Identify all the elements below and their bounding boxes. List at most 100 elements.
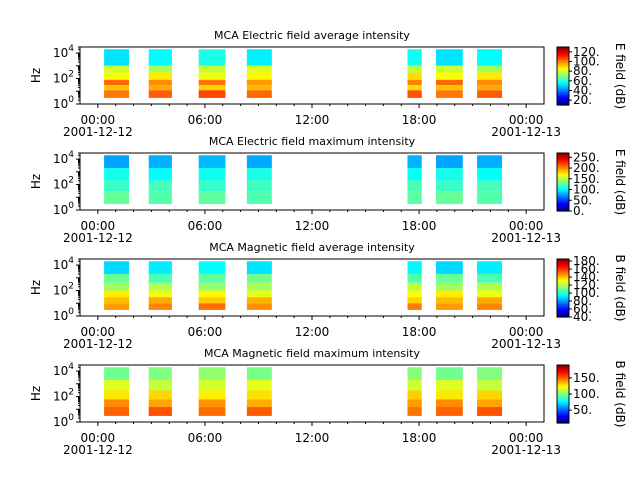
colorbar-segment xyxy=(557,60,569,63)
spectrogram-cell xyxy=(477,297,503,304)
colorbar-segment xyxy=(557,286,569,289)
colorbar-segment xyxy=(557,62,569,65)
spectrogram-cell xyxy=(246,85,272,91)
spectrogram-cell xyxy=(477,191,503,204)
colorbar-segment xyxy=(557,279,569,282)
x-tick-label: 12:00 xyxy=(295,431,330,445)
y-tick-label: 102 xyxy=(53,70,74,86)
spectrogram-cell xyxy=(477,180,503,192)
data-block xyxy=(246,155,272,204)
spectrogram-cell xyxy=(436,79,463,86)
spectrogram-cell xyxy=(407,72,422,80)
y-axis: 100 102 104 Hz xyxy=(29,362,80,429)
spectrogram-cell xyxy=(246,191,272,204)
spectrogram-cell xyxy=(104,85,130,91)
x-tick-label: 00:00 xyxy=(509,113,544,127)
spectrogram-cell xyxy=(436,399,463,408)
spectrogram-cell xyxy=(148,79,172,86)
spectrogram-cell xyxy=(477,261,503,274)
data-block xyxy=(104,155,130,204)
colorbar-tick-label: 100. xyxy=(573,183,600,197)
colorbar-segment xyxy=(557,74,569,77)
colorbar-frame xyxy=(556,152,570,212)
spectrogram-cell xyxy=(198,65,226,73)
colorbar-segment xyxy=(557,394,569,397)
colorbar-segment xyxy=(557,202,569,205)
colorbar-segment xyxy=(557,160,569,163)
colorbar-segment xyxy=(557,97,569,100)
data-block xyxy=(198,155,226,204)
data-block xyxy=(104,49,130,98)
colorbar-segment xyxy=(557,283,569,286)
colorbar-segment xyxy=(557,61,569,64)
spectrogram-cell xyxy=(104,90,130,98)
colorbar-segment xyxy=(557,402,569,405)
spectrogram-cell xyxy=(148,297,172,304)
x-date-label: 2001-12-13 xyxy=(491,231,561,245)
data-block xyxy=(148,49,172,98)
colorbar-tick-label: 120. xyxy=(573,278,600,292)
spectrogram-cell xyxy=(477,65,503,73)
colorbar-frame xyxy=(556,258,570,318)
colorbar-segment xyxy=(557,375,569,378)
data-block xyxy=(477,49,503,98)
colorbar-label: B field (dB) xyxy=(613,255,627,322)
colorbar-segment xyxy=(557,311,569,314)
spectrogram-cell xyxy=(246,282,272,291)
spectrogram-cell xyxy=(407,290,422,298)
spectrogram-cell xyxy=(436,90,463,98)
spectrogram-cell xyxy=(198,290,226,298)
colorbar-segment xyxy=(557,203,569,206)
colorbar-segment xyxy=(557,83,569,86)
colorbar-segment xyxy=(557,57,569,60)
colorbar-segment xyxy=(557,308,569,311)
spectrogram-cell xyxy=(407,180,422,192)
spectrogram-cell xyxy=(436,72,463,80)
colorbar-segment xyxy=(557,411,569,414)
colorbar-segment xyxy=(557,293,569,296)
spectrogram-cell xyxy=(198,79,226,86)
colorbar-tick-label: 80. xyxy=(573,64,592,78)
spectrogram-cell xyxy=(198,167,226,181)
x-date-label: 2001-12-13 xyxy=(491,125,561,139)
spectrogram-cell xyxy=(477,282,503,291)
x-tick-label: 12:00 xyxy=(295,325,330,339)
spectrogram-cell xyxy=(436,379,463,391)
colorbar-segment xyxy=(557,274,569,277)
colorbar-segment xyxy=(557,77,569,80)
spectrogram-cell xyxy=(104,167,130,181)
spectrogram-cell xyxy=(477,167,503,181)
colorbar-segment xyxy=(557,420,569,423)
spectrogram-cell xyxy=(407,261,422,274)
colorbar-segment xyxy=(557,378,569,381)
spectrogram-cell xyxy=(148,379,172,391)
colorbar-tick-label: 150. xyxy=(573,371,600,385)
colorbar-segment xyxy=(557,407,569,410)
colorbar-tick-label: 100. xyxy=(573,286,600,300)
colorbar-segment xyxy=(557,396,569,399)
colorbar-segment xyxy=(557,182,569,185)
data-block xyxy=(198,367,226,416)
colorbar-segment xyxy=(557,392,569,395)
x-tick-label: 18:00 xyxy=(402,431,437,445)
colorbar-segment xyxy=(557,261,569,264)
data-block xyxy=(148,261,172,310)
y-tick-label: 104 xyxy=(53,256,74,272)
x-tick-label: 00:00 xyxy=(81,325,116,339)
colorbar-segment xyxy=(557,386,569,389)
spectrogram-cell xyxy=(246,72,272,80)
colorbar-segment xyxy=(557,418,569,421)
colorbar-segment xyxy=(557,272,569,275)
colorbar-segment xyxy=(557,200,569,203)
colorbar-segment xyxy=(557,290,569,293)
colorbar-segment xyxy=(557,196,569,199)
colorbar-segment xyxy=(557,189,569,192)
colorbar-segment xyxy=(557,161,569,164)
spectrogram-cell xyxy=(246,155,272,168)
colorbar-segment xyxy=(557,369,569,372)
y-tick-label: 100 xyxy=(53,413,74,429)
colorbar-segment xyxy=(557,54,569,57)
panel-title: MCA Electric field maximum intensity xyxy=(209,135,416,148)
spectrogram-cell xyxy=(148,180,172,192)
